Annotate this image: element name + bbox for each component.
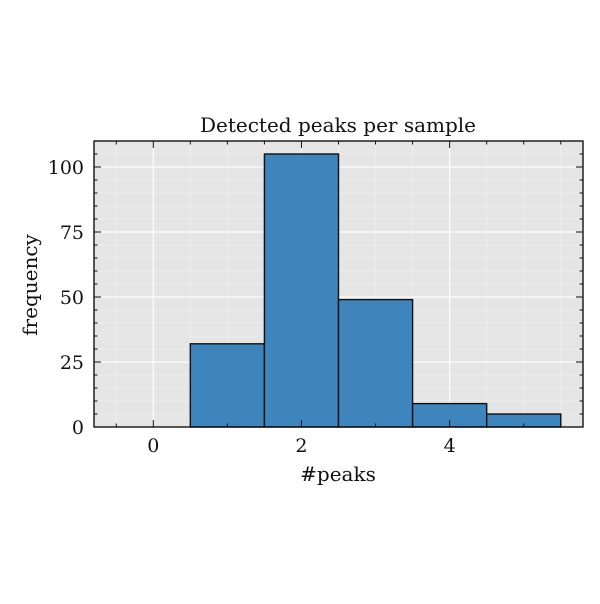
x-tick-label-0: 0: [147, 435, 159, 457]
chart-title: Detected peaks per sample: [200, 113, 476, 137]
ticks-group: 0 2 4 0 25 50 75 100: [48, 140, 583, 457]
y-tick-label-100: 100: [48, 157, 84, 179]
x-tick-label-2: 2: [295, 435, 307, 457]
x-tick-label-4: 4: [444, 435, 456, 457]
bars-group: [189, 153, 562, 428]
histogram-bar-3: [337, 298, 414, 428]
y-tick-label-75: 75: [60, 222, 84, 244]
y-axis-label: frequency: [18, 233, 42, 335]
histogram-bar-1: [189, 343, 266, 428]
y-tick-label-50: 50: [60, 287, 84, 309]
y-tick-label-0: 0: [72, 417, 84, 439]
y-tick-label-25: 25: [60, 352, 84, 374]
x-axis-label: #peaks: [300, 462, 376, 486]
histogram-bar-2: [263, 153, 340, 428]
